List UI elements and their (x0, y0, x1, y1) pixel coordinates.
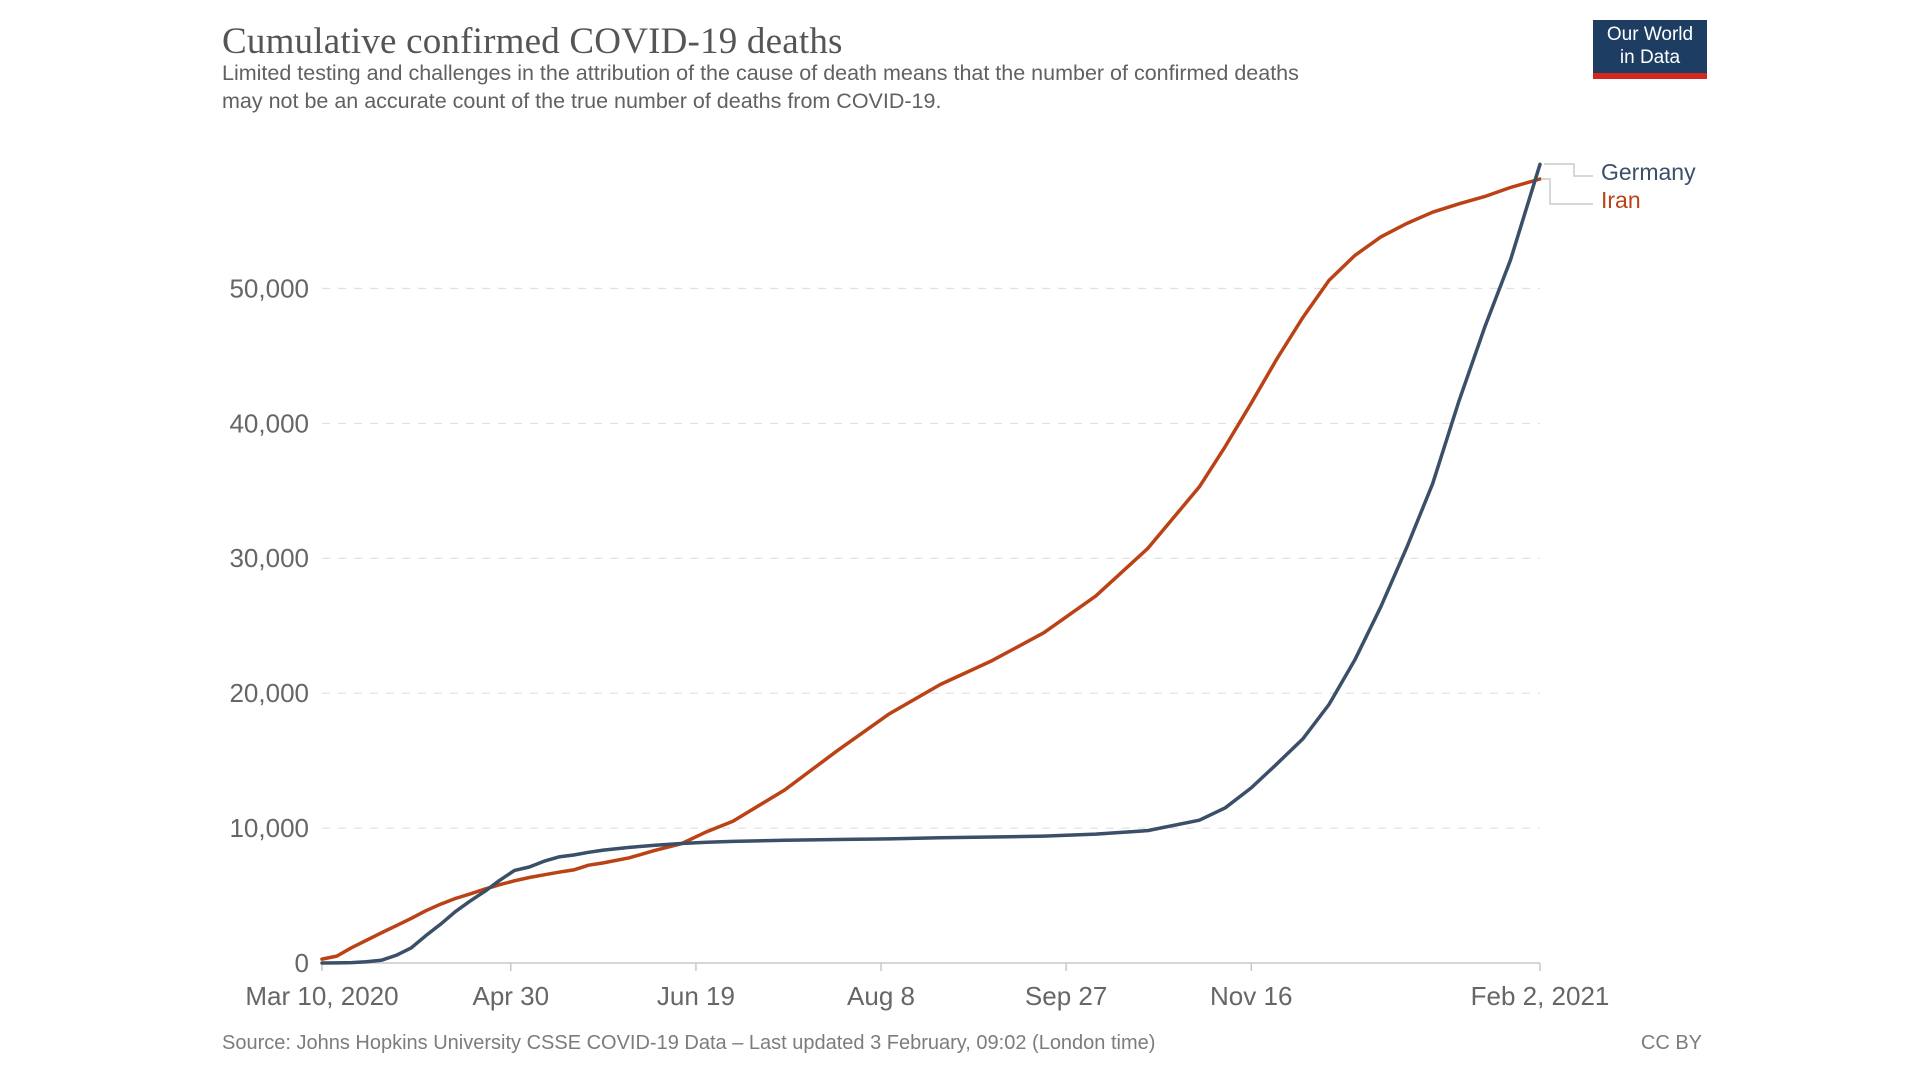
y-axis-tick-label: 20,000 (229, 678, 309, 708)
legend-connector-iran (1541, 178, 1593, 205)
owid-logo-line2: in Data (1619, 46, 1681, 68)
x-axis-tick-label: Nov 16 (1210, 981, 1292, 1011)
x-axis-tick-label: Feb 2, 2021 (1471, 981, 1610, 1011)
series-line-iran[interactable] (320, 177, 1542, 961)
y-axis-tick-label: 10,000 (229, 813, 309, 843)
y-axis-tick-label: 40,000 (229, 408, 309, 438)
legend-label-iran[interactable]: Iran (1601, 187, 1641, 213)
owid-logo[interactable]: Our World in Data (1593, 20, 1707, 79)
x-axis-tick-label: Jun 19 (657, 981, 735, 1011)
license-label[interactable]: CC BY (1640, 1032, 1702, 1054)
x-axis-tick-label: Sep 27 (1025, 981, 1107, 1011)
owid-logo-line1: Our World (1606, 24, 1694, 46)
legend-label-germany[interactable]: Germany (1601, 159, 1696, 185)
y-axis-tick-label: 30,000 (229, 543, 309, 573)
x-axis-tick-label: Aug 8 (847, 981, 915, 1011)
series-line-germany[interactable] (320, 162, 1542, 965)
source-note: Source: Johns Hopkins University CSSE CO… (222, 1032, 1156, 1054)
x-axis-tick-label: Apr 30 (473, 981, 550, 1011)
owid-logo-red-bar (1593, 73, 1707, 79)
x-axis-tick-label: Mar 10, 2020 (245, 981, 398, 1011)
y-axis-tick-label: 50,000 (229, 273, 309, 303)
legend-connector-germany (1544, 163, 1593, 177)
y-axis-tick-label: 0 (295, 948, 309, 978)
chart-title: Cumulative confirmed COVID-19 deaths (222, 21, 843, 62)
chart-subtitle: Limited testing and challenges in the at… (222, 61, 1299, 113)
